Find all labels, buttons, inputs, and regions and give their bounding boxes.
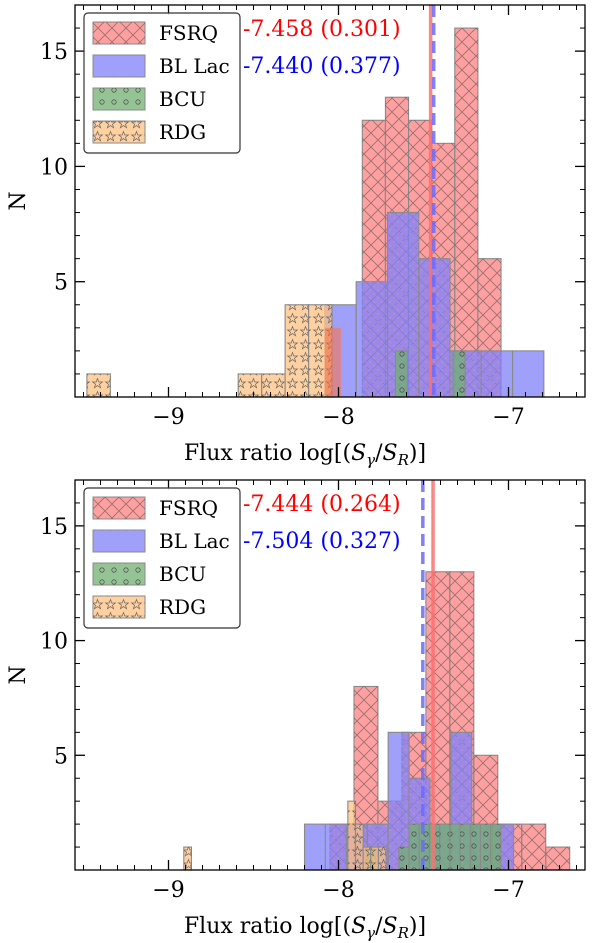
legend-entry-bcu: BCU xyxy=(92,87,206,111)
legend-swatch-hatch xyxy=(93,596,145,618)
stats-annotation: -7.440 (0.377) xyxy=(243,54,401,79)
y-tick-label: 15 xyxy=(40,515,68,540)
y-axis-label: N xyxy=(6,191,31,210)
bar-hatch xyxy=(370,847,379,870)
bar-hatch xyxy=(325,824,347,870)
bar-hatch xyxy=(453,350,466,397)
legend-swatch-hatch xyxy=(93,530,145,552)
legend-entry-rdg: RDG xyxy=(92,595,206,619)
legend-entry-rdg: RDG xyxy=(92,120,206,144)
legend-label: BL Lac xyxy=(159,54,230,78)
legend-swatch-hatch xyxy=(93,88,145,110)
y-tick-label: 10 xyxy=(40,630,68,655)
series-rdg xyxy=(183,800,387,871)
legend-swatch-hatch xyxy=(93,22,145,44)
bar-hatch xyxy=(363,847,371,870)
y-tick-label: 5 xyxy=(54,744,68,769)
legend-label: BCU xyxy=(159,562,206,586)
bar-hatch xyxy=(183,847,192,870)
chart-panel-2: −9 −8 −7 5 10 15 N Flux ratio log[(Sγ/SR)] FSRQ B… xyxy=(6,479,586,942)
legend-label: FSRQ xyxy=(159,21,218,45)
stats-annotation: -7.444 (0.264) xyxy=(243,492,401,517)
legend-swatch-hatch xyxy=(93,563,145,585)
legend-box xyxy=(83,12,241,154)
x-tick-label: −9 xyxy=(152,878,184,903)
x-tick-label: −8 xyxy=(322,405,354,430)
bar-hatch xyxy=(238,373,262,397)
x-tick-label: −7 xyxy=(492,878,524,903)
chart-panel-1: −9 −8 −7 5 10 15 N Flux ratio log[(Sγ/SR)] FSRQ B… xyxy=(6,4,586,469)
legend-label: BL Lac xyxy=(159,529,230,553)
bar-hatch xyxy=(460,824,471,870)
bar-hatch xyxy=(395,350,408,397)
bar-hatch xyxy=(512,350,544,397)
series-rdg xyxy=(86,304,333,398)
x-tick-label: −9 xyxy=(152,405,184,430)
bar-hatch xyxy=(285,304,309,397)
y-tick-label: 15 xyxy=(40,40,68,65)
bar-hatch xyxy=(409,824,420,870)
bar-hatch xyxy=(355,824,364,870)
legend-label: BCU xyxy=(159,87,206,111)
bar-hatch xyxy=(470,824,481,870)
legend-label: RDG xyxy=(159,595,206,619)
bar-hatch xyxy=(398,847,410,870)
y-tick-label: 10 xyxy=(40,155,68,180)
bar-overlap xyxy=(324,327,342,397)
bar-hatch xyxy=(439,824,450,870)
bar-hatch xyxy=(521,824,546,870)
bar-hatch xyxy=(449,824,461,870)
bar-hatch xyxy=(454,28,478,397)
axes-frame xyxy=(74,479,586,871)
stats-annotation: -7.504 (0.327) xyxy=(243,529,401,554)
bar-hatch xyxy=(86,373,111,397)
x-axis-label: Flux ratio log[(Sγ/SR)] xyxy=(184,914,426,942)
legend-label: FSRQ xyxy=(159,496,218,520)
legend-entry-fsrq: FSRQ xyxy=(92,21,218,45)
bar-hatch xyxy=(480,824,491,870)
bar-hatch xyxy=(261,373,286,397)
x-tick-label: −8 xyxy=(322,878,354,903)
legend: FSRQ BL Lac BCU RDG xyxy=(83,487,241,629)
legend-entry-fsrq: FSRQ xyxy=(92,496,218,520)
legend-entry-bl-lac: BL Lac xyxy=(92,529,230,553)
legend-entry-bl-lac: BL Lac xyxy=(92,54,230,78)
y-axis-label: N xyxy=(6,665,31,684)
bar-hatch xyxy=(304,824,326,870)
bar-hatch xyxy=(347,801,356,870)
legend-swatch-hatch xyxy=(93,55,145,77)
legend-swatch-hatch xyxy=(93,121,145,143)
x-tick-label: −7 xyxy=(492,405,524,430)
y-tick-label: 5 xyxy=(54,271,68,296)
bar-hatch xyxy=(388,732,410,870)
bar-hatch xyxy=(490,824,501,870)
legend: FSRQ BL Lac BCU RDG xyxy=(83,12,241,154)
bar-hatch xyxy=(545,847,570,870)
legend-box xyxy=(83,487,241,629)
bar-hatch xyxy=(378,847,387,870)
x-axis-label: Flux ratio log[(Sγ/SR)] xyxy=(184,441,426,469)
legend-swatch-hatch xyxy=(93,497,145,519)
stats-annotation: -7.458 (0.301) xyxy=(243,17,401,42)
bar-hatch xyxy=(356,281,388,397)
legend-label: RDG xyxy=(159,120,206,144)
bar-hatch xyxy=(481,350,513,397)
axes-frame xyxy=(74,4,586,398)
legend-entry-bcu: BCU xyxy=(92,562,206,586)
